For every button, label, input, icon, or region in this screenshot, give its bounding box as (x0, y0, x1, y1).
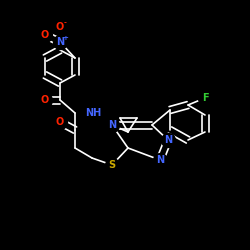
Text: N: N (156, 155, 164, 165)
Text: O: O (41, 95, 49, 105)
Text: O: O (56, 117, 64, 127)
Text: O: O (41, 30, 49, 40)
Text: N: N (108, 120, 116, 130)
Text: +: + (62, 35, 68, 41)
Text: N: N (164, 135, 172, 145)
Text: F: F (202, 93, 208, 103)
Text: N: N (56, 37, 64, 47)
Text: -: - (64, 20, 66, 26)
Text: NH: NH (85, 108, 101, 118)
Text: S: S (108, 160, 116, 170)
Text: O: O (56, 22, 64, 32)
